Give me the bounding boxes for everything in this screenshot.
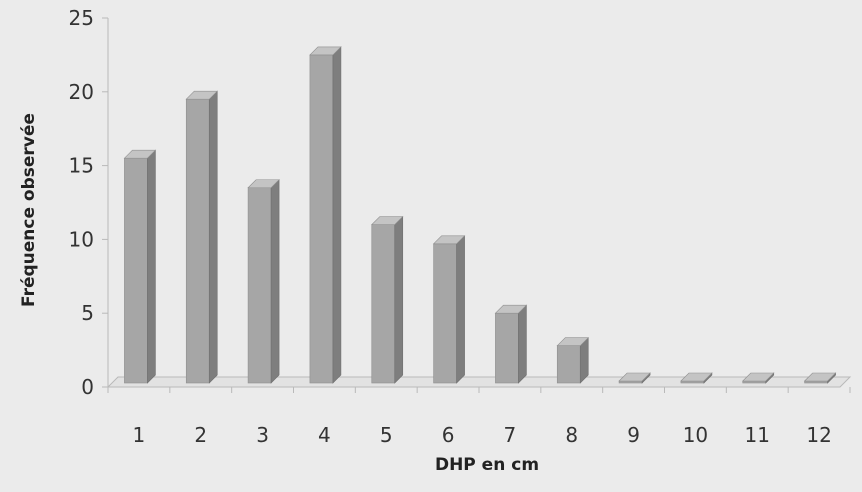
y-tick-label: 0 [81,375,94,399]
bar [742,372,775,384]
bar-top [185,90,218,100]
x-tick-label: 8 [565,423,578,447]
bar [556,336,589,384]
bar-front [309,54,334,384]
x-tick-label: 1 [133,423,146,447]
bar-front [371,224,396,384]
bar-top [494,304,528,314]
x-tick-label: 3 [256,423,269,447]
bar [123,149,157,384]
chart-floor [106,376,852,388]
bar-side [147,149,156,384]
bar-side [456,235,465,384]
bar [185,90,218,384]
bar-top [247,179,280,189]
y-axis-title: Fréquence observée [19,113,39,307]
bar-top [803,372,837,382]
bar-top [432,235,466,245]
x-tick-label: 5 [380,423,393,447]
bar [432,235,466,384]
bar-side [270,179,280,384]
x-tick-label: 10 [683,423,708,447]
x-axis-title: DHP en cm [435,455,539,475]
x-tick-label: 6 [442,423,455,447]
bar-side [332,46,342,384]
bar-top [371,216,404,225]
floor-plane [106,376,852,388]
bar-top [742,372,775,382]
y-axis: 0 5 10 15 20 25 [69,6,109,399]
y-tick-label: 20 [69,80,94,104]
y-tick-label: 25 [69,6,94,30]
bar-side [394,215,404,384]
bar-side [518,304,527,384]
bar-front [124,157,148,384]
bar [803,372,837,384]
y-tick-label: 5 [81,301,94,325]
bar [680,372,713,384]
x-tick-label: 4 [318,423,331,447]
x-tick-label: 2 [194,423,207,447]
y-tick-label: 15 [69,154,94,178]
bar [309,46,342,384]
x-tick-label: 9 [627,423,640,447]
bar [618,372,651,384]
bar-front [247,187,272,384]
bar-front [556,345,581,384]
bar [247,179,280,384]
bars [123,46,837,384]
bar-front [433,243,457,384]
bar-top [556,337,589,346]
x-tick-label: 12 [806,423,831,447]
bar [371,215,404,384]
bar [494,304,528,384]
bar-front [185,98,210,384]
bar-top [309,46,342,56]
bar-top [618,372,651,382]
x-tick-label: 7 [504,423,517,447]
y-tick-label: 10 [69,227,94,251]
bar-top [123,149,157,159]
bar-top [680,372,713,382]
x-axis: 1 2 3 4 5 6 7 8 9 10 11 12 [107,386,851,447]
x-tick-label: 11 [745,423,770,447]
bar-front [495,312,519,384]
bar-side [208,90,218,384]
